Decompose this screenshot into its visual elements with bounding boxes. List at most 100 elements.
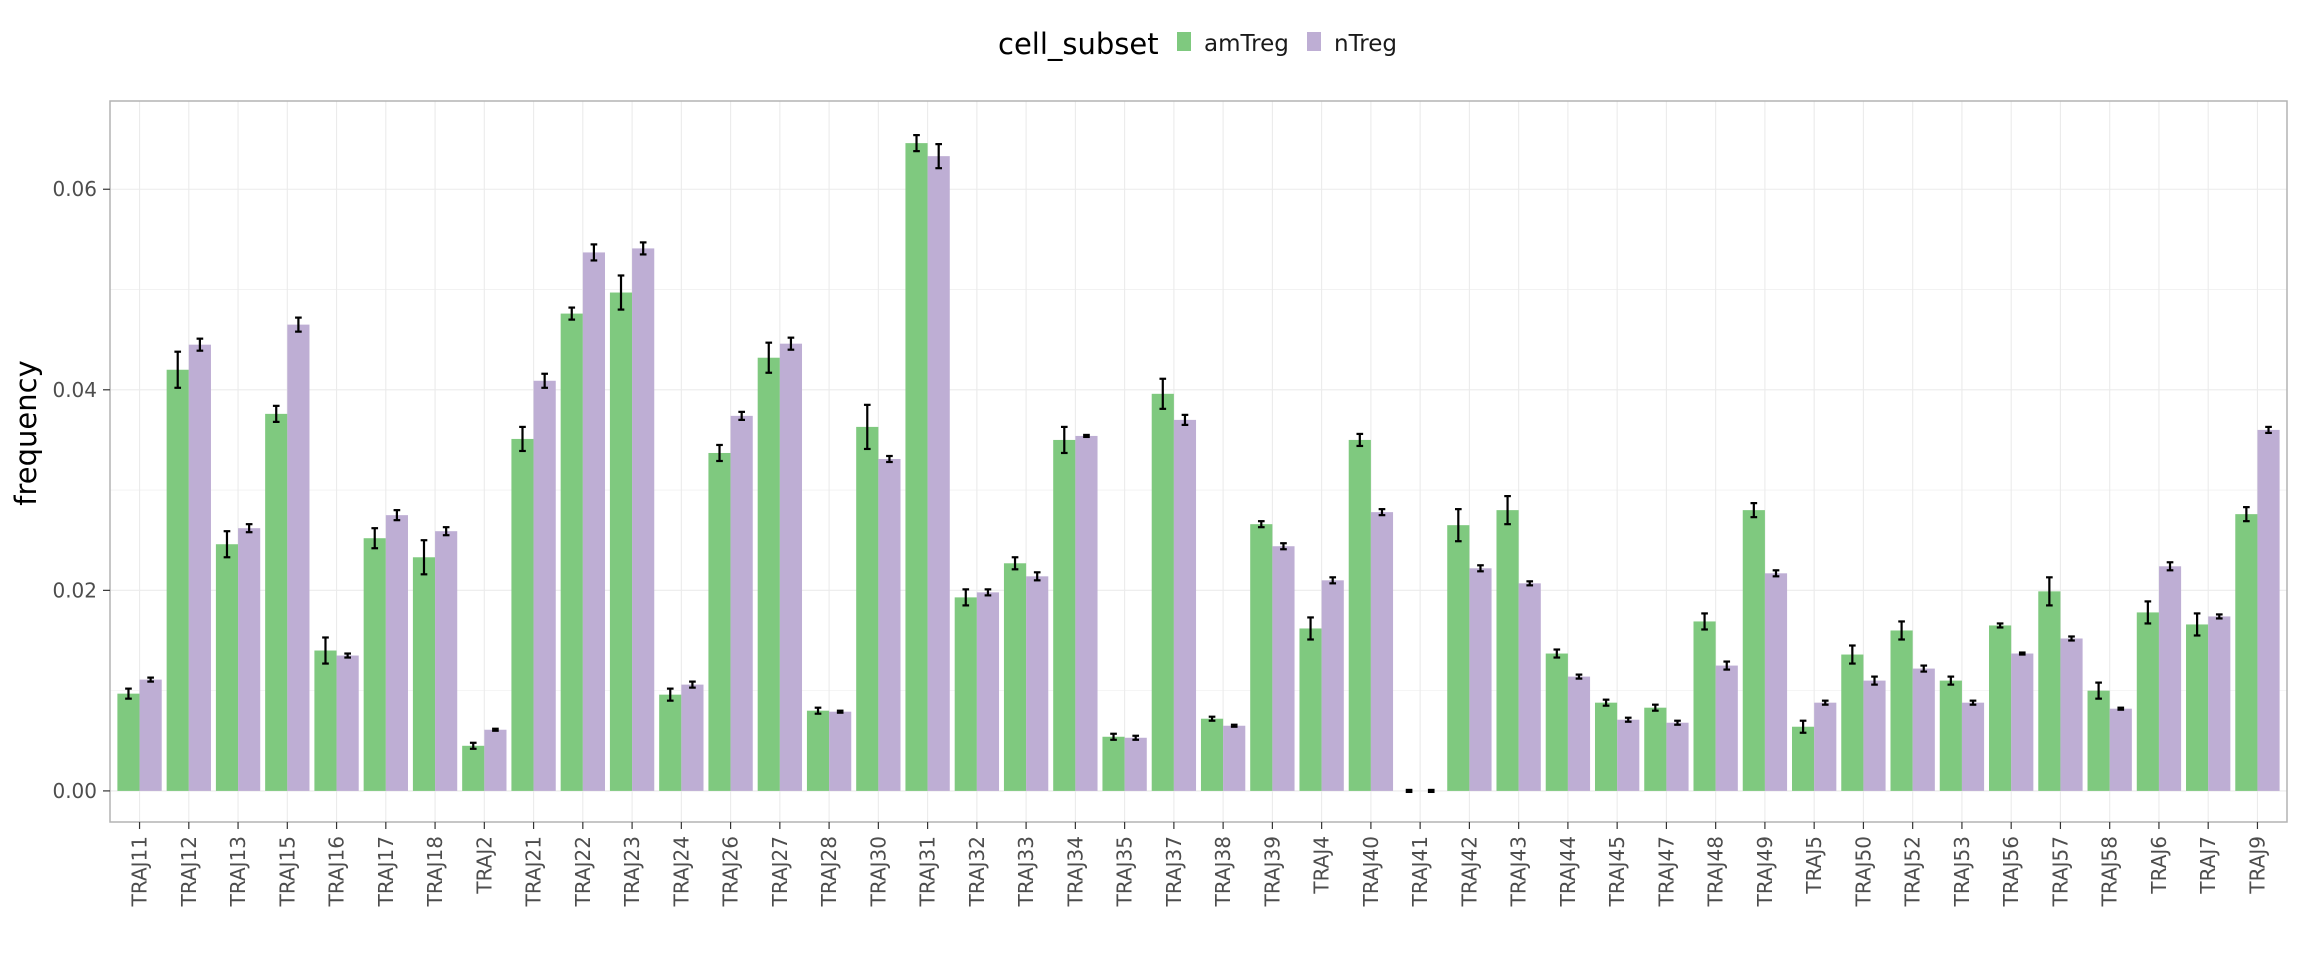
- bar-amTreg-TRAJ26: [708, 452, 731, 791]
- legend-title: cell_subset: [998, 27, 1159, 61]
- bar-nTreg-TRAJ23: [632, 248, 655, 791]
- bar-nTreg-TRAJ33: [1026, 576, 1049, 791]
- bar-amTreg-TRAJ11: [117, 693, 140, 791]
- errorbar-nTreg-TRAJ6: [2166, 561, 2174, 572]
- errorbar-amTreg-TRAJ39: [1257, 520, 1265, 529]
- errorbar-amTreg-TRAJ58: [2095, 681, 2102, 700]
- errorbar-amTreg-TRAJ40: [1356, 432, 1364, 448]
- errorbar-nTreg-TRAJ43: [1526, 580, 1534, 587]
- errorbar-nTreg-TRAJ31: [935, 143, 943, 170]
- errorbar-amTreg-TRAJ28: [814, 706, 822, 715]
- bar-nTreg-TRAJ44: [1567, 676, 1591, 791]
- errorbar-nTreg-TRAJ5: [1821, 699, 1829, 706]
- bar-amTreg-TRAJ6: [2136, 612, 2159, 791]
- errorbar-amTreg-TRAJ24: [666, 687, 674, 702]
- bar-amTreg-TRAJ4: [1299, 628, 1322, 791]
- errorbar-amTreg-TRAJ37: [1159, 377, 1167, 410]
- bar-amTreg-TRAJ45: [1594, 702, 1618, 791]
- bar-nTreg-TRAJ58: [2109, 708, 2132, 791]
- bar-nTreg-TRAJ42: [1469, 568, 1492, 791]
- bar-amTreg-TRAJ50: [1841, 654, 1864, 791]
- x-tick-label: TRAJ52: [1901, 836, 1925, 907]
- bar-amTreg-TRAJ44: [1545, 653, 1568, 791]
- errorbar-amTreg-TRAJ42: [1454, 508, 1462, 543]
- x-tick-label: TRAJ44: [1556, 836, 1580, 907]
- bar-nTreg-TRAJ57: [2060, 638, 2083, 791]
- bar-amTreg-TRAJ43: [1496, 510, 1519, 791]
- x-tick-label: TRAJ45: [1605, 836, 1629, 907]
- y-tick-label: 0.04: [52, 378, 97, 402]
- bar-amTreg-TRAJ22: [560, 313, 583, 791]
- x-tick-label: TRAJ5: [1802, 836, 1826, 895]
- errorbar-amTreg-TRAJ35: [1110, 732, 1117, 741]
- errorbar-nTreg-TRAJ34: [1083, 433, 1090, 439]
- bar-amTreg-TRAJ33: [1003, 563, 1027, 791]
- x-tick-label: TRAJ11: [128, 836, 152, 907]
- errorbar-amTreg-TRAJ56: [1996, 622, 2004, 629]
- x-tick-label: TRAJ24: [669, 836, 693, 907]
- bar-amTreg-TRAJ32: [954, 597, 977, 791]
- bar-nTreg-TRAJ15: [287, 324, 310, 791]
- x-tick-label: TRAJ7: [2196, 836, 2220, 895]
- bar-amTreg-TRAJ18: [412, 557, 436, 791]
- errorbar-nTreg-TRAJ13: [245, 523, 253, 534]
- bar-amTreg-TRAJ37: [1151, 393, 1174, 791]
- errorbar-nTreg-TRAJ21: [541, 372, 548, 389]
- bar-amTreg-TRAJ39: [1250, 524, 1273, 791]
- x-tick-label: TRAJ37: [1162, 836, 1186, 907]
- bar-nTreg-TRAJ38: [1223, 725, 1246, 791]
- errorbar-amTreg-TRAJ49: [1750, 502, 1758, 519]
- errorbar-nTreg-TRAJ28: [836, 709, 844, 714]
- x-tick-label: TRAJ12: [177, 836, 201, 907]
- bar-amTreg-TRAJ53: [1939, 680, 1962, 791]
- bar-nTreg-TRAJ4: [1321, 580, 1344, 791]
- bar-nTreg-TRAJ45: [1617, 719, 1640, 791]
- errorbar-amTreg-TRAJ53: [1947, 675, 1955, 686]
- bar-nTreg-TRAJ40: [1370, 512, 1394, 791]
- bar-nTreg-TRAJ18: [435, 531, 458, 791]
- errorbar-nTreg-TRAJ48: [1723, 660, 1731, 671]
- x-tick-label: TRAJ48: [1704, 836, 1728, 907]
- bar-nTreg-TRAJ49: [1764, 573, 1788, 791]
- x-tick-label: TRAJ32: [965, 836, 989, 907]
- errorbar-amTreg-TRAJ47: [1652, 703, 1659, 712]
- bar-nTreg-TRAJ48: [1715, 665, 1738, 791]
- errorbar-nTreg-TRAJ4: [1329, 576, 1337, 585]
- legend-swatch: [1307, 32, 1321, 51]
- errorbar-amTreg-TRAJ57: [2046, 576, 2053, 607]
- x-axis: TRAJ11 TRAJ12 TRAJ13 TRAJ15 TRAJ16 TRAJ17 TRAJ…: [128, 822, 2269, 907]
- bar-nTreg-TRAJ28: [829, 711, 852, 791]
- x-tick-label: TRAJ18: [423, 836, 447, 907]
- y-tick-label: 0.02: [52, 578, 97, 602]
- legend-swatch: [1177, 32, 1191, 51]
- errorbar-amTreg-TRAJ22: [568, 306, 576, 321]
- x-tick-label: TRAJ39: [1260, 836, 1284, 907]
- bar-nTreg-TRAJ21: [533, 380, 556, 791]
- bar-amTreg-TRAJ7: [2186, 624, 2209, 791]
- errorbar-amTreg-TRAJ16: [322, 636, 329, 665]
- bar-amTreg-TRAJ9: [2235, 514, 2258, 791]
- errorbar-amTreg-TRAJ6: [2144, 600, 2152, 625]
- bar-amTreg-TRAJ48: [1693, 621, 1716, 791]
- errorbar-nTreg-TRAJ23: [639, 241, 647, 256]
- errorbar-nTreg-TRAJ50: [1871, 675, 1878, 686]
- errorbar-nTreg-TRAJ26: [738, 410, 745, 421]
- x-tick-label: TRAJ47: [1654, 836, 1678, 907]
- x-tick-label: TRAJ21: [522, 836, 546, 907]
- x-tick-label: TRAJ17: [374, 836, 398, 907]
- errorbar-amTreg-TRAJ12: [174, 350, 182, 389]
- errorbar-nTreg-TRAJ15: [295, 316, 302, 333]
- errorbar-nTreg-TRAJ17: [393, 509, 401, 522]
- bar-nTreg-TRAJ2: [484, 729, 507, 791]
- bar-nTreg-TRAJ24: [681, 684, 704, 791]
- x-tick-label: TRAJ43: [1507, 836, 1531, 907]
- bar-amTreg-TRAJ2: [462, 745, 485, 791]
- bar-nTreg-TRAJ39: [1272, 546, 1295, 791]
- errorbar-amTreg-TRAJ38: [1208, 715, 1216, 722]
- x-tick-label: TRAJ15: [275, 836, 299, 907]
- errorbar-nTreg-TRAJ41: [1427, 788, 1435, 794]
- x-tick-label: TRAJ40: [1359, 836, 1383, 907]
- x-tick-label: TRAJ42: [1457, 836, 1481, 907]
- errorbar-nTreg-TRAJ16: [344, 652, 351, 659]
